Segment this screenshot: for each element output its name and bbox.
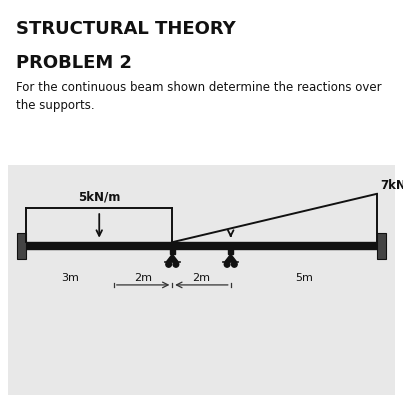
Bar [17, 233, 26, 259]
Text: 2m: 2m [134, 273, 152, 283]
Text: 2m: 2m [193, 273, 210, 283]
Text: PROBLEM 2: PROBLEM 2 [16, 54, 132, 73]
Text: 5m: 5m [295, 273, 313, 283]
Bar [377, 233, 386, 259]
Circle shape [166, 262, 172, 267]
Circle shape [224, 262, 230, 267]
Text: 3m: 3m [61, 273, 79, 283]
Text: 7kN/m: 7kN/m [380, 179, 403, 191]
Circle shape [231, 262, 237, 267]
Polygon shape [167, 254, 178, 262]
Circle shape [173, 262, 179, 267]
FancyBboxPatch shape [8, 165, 395, 395]
Bar [228, 249, 233, 254]
Text: STRUCTURAL THEORY: STRUCTURAL THEORY [16, 20, 236, 38]
Text: 5kN/m: 5kN/m [78, 190, 120, 203]
Text: For the continuous beam shown determine the reactions over
the supports.: For the continuous beam shown determine … [16, 81, 382, 112]
Bar [170, 249, 175, 254]
Bar [26, 242, 377, 249]
Polygon shape [225, 254, 236, 262]
